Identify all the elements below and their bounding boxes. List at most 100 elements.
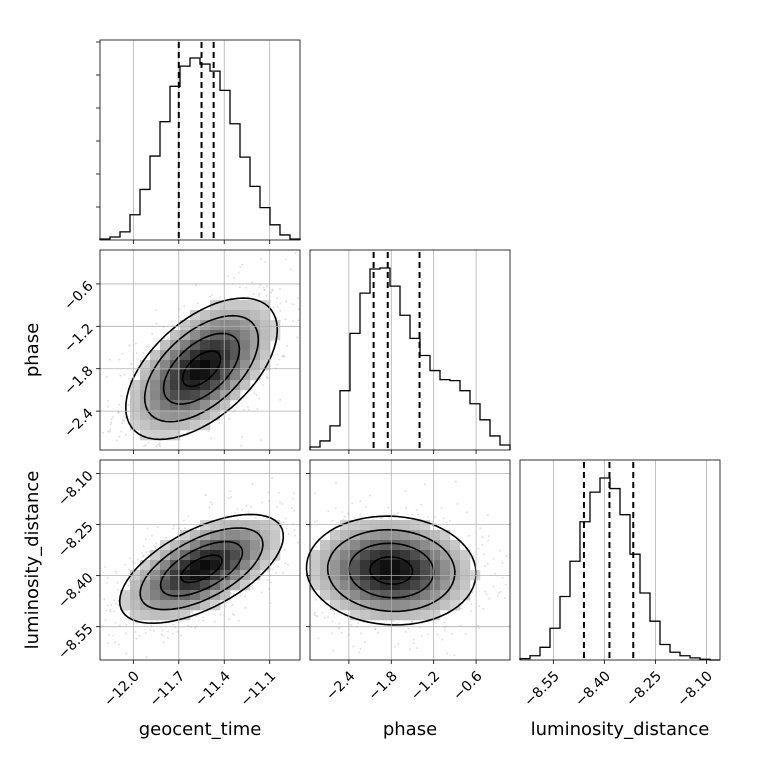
density-cell [460,580,471,591]
sample-point [112,610,115,613]
x-tick-label: −2.4 [323,668,358,703]
sample-point [374,628,376,631]
density-cell [250,360,261,371]
sample-point [245,504,248,507]
sample-point [138,634,141,637]
sample-point [158,443,161,446]
density-cell [230,300,241,311]
sample-point [150,624,153,627]
sample-point [486,562,489,565]
sample-point [497,594,499,597]
density-cell [410,580,421,591]
sample-point [331,632,334,635]
sample-point [105,609,108,612]
sample-point [289,268,292,271]
sample-point [232,614,235,617]
density-cell [180,390,191,401]
sample-point [230,496,233,499]
density-cell [230,380,241,391]
sample-point [121,419,124,422]
density-cell [160,550,171,561]
density-cell [410,560,421,571]
density-cell [310,560,321,571]
sample-point [244,590,247,593]
density-cell [200,600,211,611]
density-cell [180,320,191,331]
sample-point [176,630,179,633]
sample-point [471,591,474,594]
sample-point [332,649,335,652]
y-tick-label: −8.40 [55,570,97,612]
density-cell [230,550,241,561]
sample-point [125,433,128,436]
sample-point [227,497,230,500]
sample-point [117,599,120,602]
sample-point [195,615,198,617]
density-panel-geocent_time_vs_phase [101,252,300,448]
sample-point [228,618,231,621]
density-cell [250,330,261,341]
density-cell [200,360,211,371]
density-cell [180,530,191,541]
sample-point [156,526,159,528]
density-cell [170,350,181,361]
density-cell [230,540,241,551]
density-cell [340,600,351,611]
density-cell [210,340,221,351]
sample-point [448,520,451,522]
sample-point [240,444,243,447]
sample-point [405,506,408,509]
density-cell [340,570,351,581]
density-cell [350,580,361,591]
density-cell [440,600,451,611]
sample-point [364,640,367,643]
density-cell [140,410,151,421]
density-cell [350,560,361,571]
sample-point [239,390,242,393]
density-cell [260,350,271,361]
sample-point [142,352,145,355]
density-cell [220,380,231,391]
y-tick-label: −2.4 [61,405,96,440]
sample-point [147,553,149,556]
sample-point [145,551,148,553]
density-cell [260,520,271,531]
sample-point [150,534,153,537]
sample-point [286,563,289,566]
sample-point [240,436,243,439]
sample-point [352,645,355,648]
density-cell [140,430,151,441]
sample-point [201,619,204,622]
sample-point [276,353,279,356]
density-contour [162,332,241,405]
sample-point [143,445,146,448]
density-cell [220,550,231,561]
density-cell [440,540,451,551]
density-cell [220,360,231,371]
density-cell [230,350,241,361]
density-cell [200,400,211,411]
density-cell [130,580,141,591]
density-cell [320,550,331,561]
sample-point [259,284,262,287]
sample-point [244,606,247,609]
sample-point [106,604,109,607]
density-cell [450,590,461,601]
y-tick-label: −0.6 [61,278,96,313]
density-cell [400,520,411,531]
sample-point [297,541,300,544]
sample-point [197,620,200,622]
density-cell [160,380,171,391]
sample-point [497,592,500,595]
density-cell [170,330,181,341]
density-cell [460,550,471,561]
sample-point [446,652,448,655]
density-cell [140,570,151,581]
sample-point [427,516,429,519]
sample-point [208,506,211,509]
sample-point [340,631,343,634]
density-cell [370,580,381,591]
sample-point [179,620,182,623]
sample-point [133,562,136,565]
